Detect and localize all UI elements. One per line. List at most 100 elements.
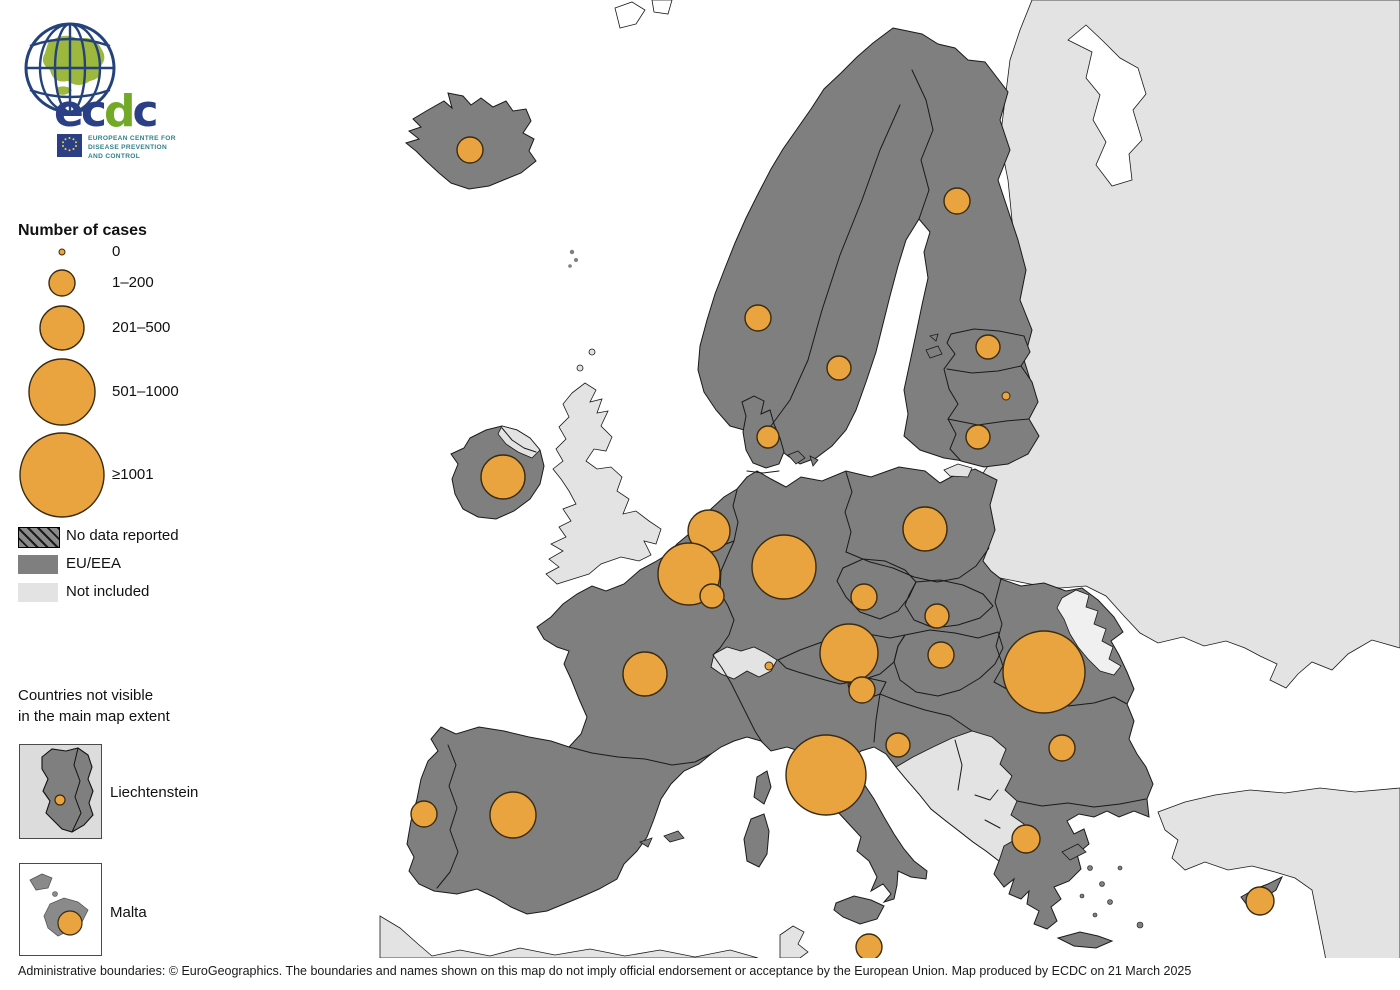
legend-area-swatch-1 — [18, 555, 58, 574]
legend-size-label-3: 501–1000 — [112, 383, 179, 400]
bubble-portugal — [410, 800, 438, 828]
bubble-austria — [819, 623, 879, 683]
region-sicily — [833, 895, 885, 925]
inset-label-malta: Malta — [110, 904, 147, 921]
bubble-ireland — [480, 454, 526, 500]
legend-area-label-0: No data reported — [66, 527, 179, 544]
globe-grid — [26, 22, 114, 114]
bubble-romania — [1002, 630, 1086, 714]
faroe-islands — [569, 249, 575, 255]
bubble-lithuania — [965, 424, 991, 450]
eu-flag-icon — [57, 134, 82, 157]
region-kaliningrad — [943, 463, 973, 478]
region-turkey — [1157, 787, 1400, 990]
bubble-slovakia — [924, 603, 950, 629]
legend-size-circle-4 — [19, 432, 105, 518]
legend-size-label-2: 201–500 — [112, 319, 171, 336]
bubble-liechtenstein-inset — [54, 794, 66, 806]
aegean-islands — [1079, 865, 1144, 929]
insets-title: Countries not visible in the main map ex… — [18, 685, 170, 727]
bubble-latvia — [1001, 391, 1011, 401]
region-north-africa — [379, 915, 759, 959]
org-name-line1: EUROPEAN CENTRE FOR — [88, 135, 176, 142]
gozo-shape — [29, 873, 53, 891]
legend-area-swatch-0 — [18, 527, 60, 548]
org-name-line3: AND CONTROL — [88, 153, 140, 160]
case-bubbles — [410, 136, 1275, 961]
bubble-croatia — [885, 732, 911, 758]
globe-land-2 — [56, 86, 72, 95]
bubble-germany — [751, 534, 817, 600]
region-fennoscandia — [697, 27, 1035, 465]
bubble-spain — [489, 791, 537, 839]
danish-islands — [787, 450, 819, 467]
region-corsica — [753, 770, 772, 805]
orkney-islands — [576, 364, 584, 372]
svalbard — [614, 1, 646, 29]
footer-attribution: Administrative boundaries: © EuroGeograp… — [18, 964, 1192, 978]
bubble-sweden — [826, 355, 852, 381]
legend-size-circle-0 — [58, 248, 66, 256]
bubble-hungary — [927, 641, 955, 669]
region-euboea — [1061, 843, 1087, 861]
legend-size-circle-1 — [48, 269, 76, 297]
shetland-islands — [588, 348, 596, 356]
bubble-norway — [744, 304, 772, 332]
inset-label-liechtenstein: Liechtenstein — [110, 784, 199, 801]
inset-liechtenstein — [19, 744, 102, 839]
map-bottom-mask — [0, 958, 1400, 990]
comino-shape — [52, 891, 58, 897]
insets-title-line1: Countries not visible — [18, 687, 154, 704]
bubble-cyprus — [1245, 886, 1275, 916]
ecdc-logo-graphic: ecdc EUROPEAN CENTRE FOR DISEASE PREVENT… — [24, 22, 176, 160]
region-united-kingdom — [545, 382, 662, 585]
bubble-greece — [1011, 824, 1041, 854]
ecdc-wordmark: ecdc — [54, 86, 156, 137]
org-name-line2: DISEASE PREVENTION — [88, 144, 167, 151]
legend-area-label-1: EU/EEA — [66, 555, 122, 572]
legend-size-circle-2 — [39, 305, 85, 351]
bubble-czechia — [850, 583, 878, 611]
region-moldova — [1056, 589, 1122, 676]
bubble-luxembourg — [699, 583, 725, 609]
bubble-bulgaria — [1048, 734, 1076, 762]
liechtenstein-shape — [41, 747, 94, 833]
faroe-islands — [568, 264, 572, 268]
legend-size-circles — [19, 248, 105, 518]
bubble-finland — [943, 187, 971, 215]
legend-size-label-1: 1–200 — [112, 274, 154, 291]
bubble-poland — [902, 506, 948, 552]
region-crete — [1056, 931, 1114, 949]
region-balearics — [639, 830, 685, 848]
bubble-malta-inset — [57, 910, 83, 936]
bubble-estonia — [975, 334, 1001, 360]
insets-title-line2: in the main map extent — [18, 708, 170, 725]
svalbard-2 — [651, 0, 673, 15]
region-tunisia — [779, 925, 809, 959]
ecdc-logo: ecdc EUROPEAN CENTRE FOR DISEASE PREVENT… — [18, 18, 198, 168]
liechtenstein-border — [71, 747, 82, 833]
legend-title: Number of cases — [18, 222, 147, 239]
legend-size-label-4: ≥1001 — [112, 466, 154, 483]
bubble-iceland — [456, 136, 484, 164]
bubble-malta — [855, 933, 883, 961]
inset-malta-map — [29, 873, 89, 937]
region-sardinia — [743, 813, 770, 868]
legend-size-circle-3 — [28, 358, 96, 426]
globe-europe-land — [42, 35, 105, 85]
legend-area-label-2: Not included — [66, 583, 150, 600]
region-switzerland — [710, 646, 778, 680]
bubble-france — [622, 651, 668, 697]
inset-malta — [19, 863, 102, 956]
white-sea — [1067, 24, 1147, 187]
inset-liechtenstein-map — [41, 747, 94, 833]
estonian-islands — [925, 333, 943, 359]
faroe-islands — [574, 258, 578, 262]
bubble-slovenia — [848, 676, 876, 704]
legend-size-label-0: 0 — [112, 243, 121, 260]
legend-area-swatch-2 — [18, 583, 58, 602]
bubble-denmark — [756, 425, 780, 449]
bubble-liechtenstein — [764, 661, 774, 671]
bubble-italy — [785, 734, 867, 816]
